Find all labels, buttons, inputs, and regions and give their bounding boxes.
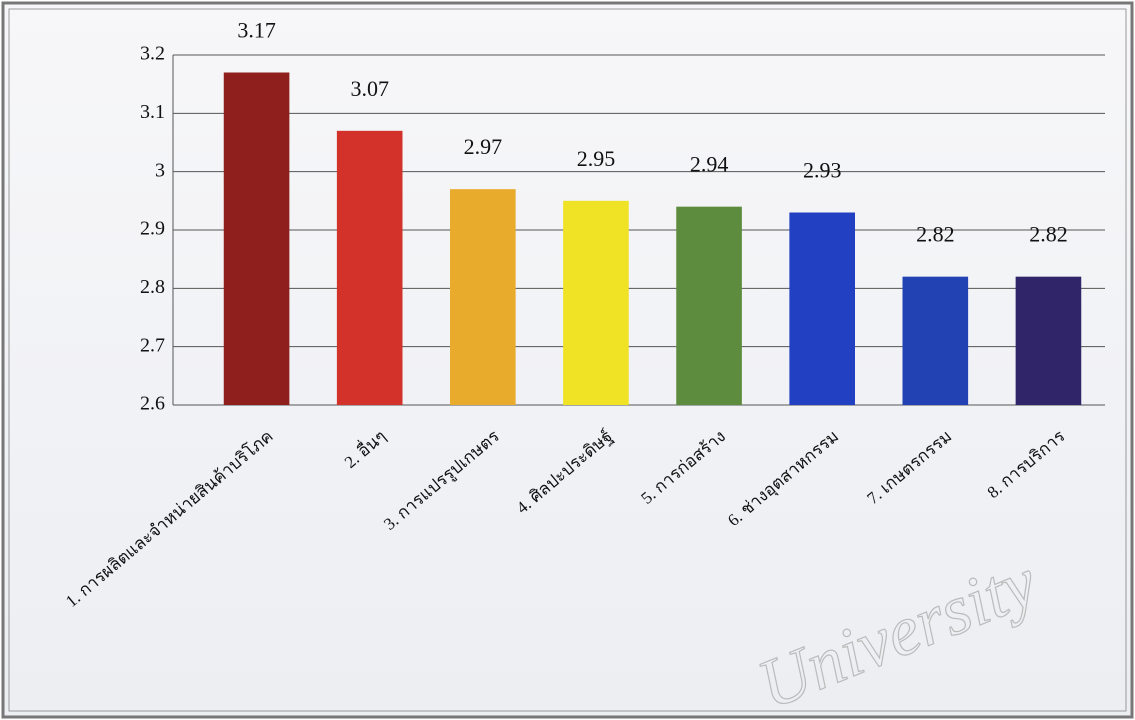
value-label: 2.94	[690, 152, 729, 177]
bar	[563, 200, 629, 405]
bar	[1015, 276, 1082, 405]
value-label: 3.07	[350, 76, 389, 101]
y-tick-label: 3	[155, 159, 165, 181]
bar	[789, 212, 855, 405]
bar	[223, 72, 290, 405]
y-tick-label: 3.2	[140, 43, 165, 65]
bar	[902, 276, 969, 405]
y-tick-label: 2.7	[140, 334, 165, 356]
value-label: 2.82	[1029, 222, 1068, 247]
y-tick-label: 2.9	[140, 218, 165, 240]
inner-frame	[8, 8, 1127, 712]
y-tick-label: 2.6	[140, 393, 165, 415]
value-label: 2.93	[803, 158, 842, 183]
value-label: 2.95	[577, 146, 616, 171]
value-label: 2.82	[916, 222, 955, 247]
value-label: 2.97	[464, 134, 503, 159]
bar	[336, 130, 403, 406]
value-label: 3.17	[237, 18, 276, 43]
y-tick-label: 3.1	[140, 101, 165, 123]
y-tick-label: 2.8	[140, 276, 165, 298]
bar	[676, 206, 742, 405]
bar	[450, 189, 516, 405]
